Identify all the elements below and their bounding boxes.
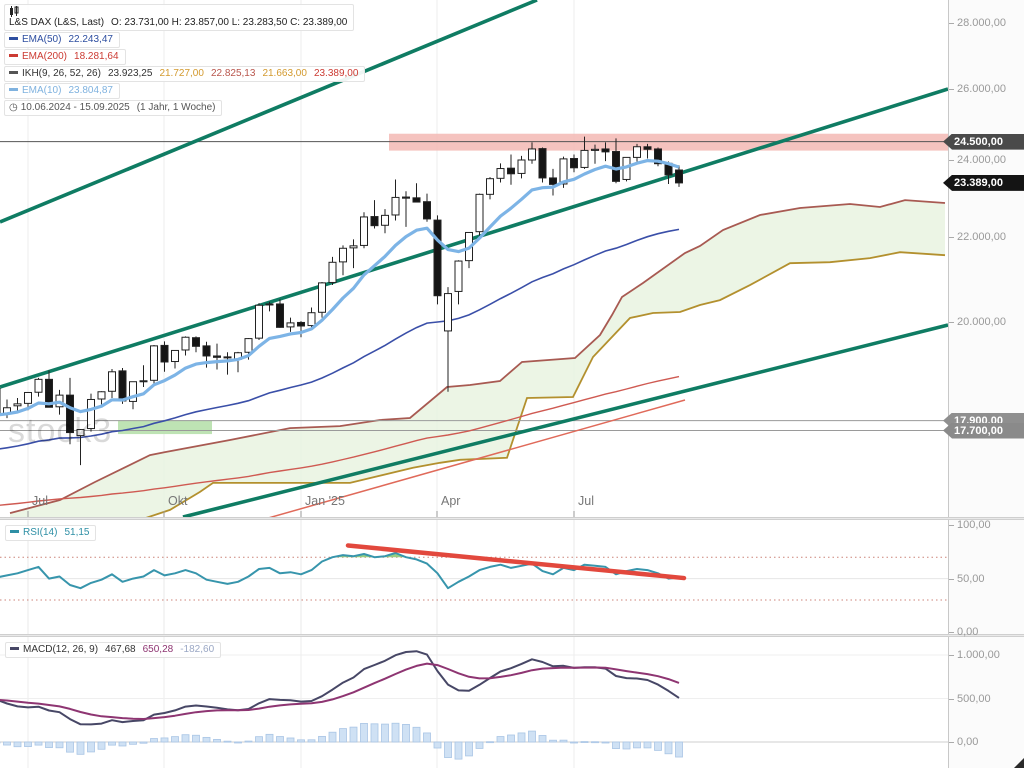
month-label: Jan '25 [305,494,345,508]
ema50-value: 22.243,47 [68,34,113,45]
axis-tick [949,632,954,633]
axis-tick [949,525,954,527]
macd-signal-value: 650,28 [142,644,174,655]
month-label: Jul [32,494,48,508]
axis-tick-label: 0,00 [957,736,979,748]
chart-legend: L&S DAX (L&S, Last) O: 23.731,00 H: 23.8… [4,4,366,117]
legend-ema50[interactable]: EMA(50) 22.243,47 [4,32,120,48]
rsi-panel[interactable]: RSI(14) 51,15 [0,520,948,634]
ichimoku-chikou: 23.389,00 [313,68,359,79]
clock-icon: ◷ [9,102,18,113]
axis-tick [949,742,954,743]
rsi-swatch [10,530,19,533]
ichimoku-swatch [9,71,18,74]
axis-tick-label: 100,00 [957,519,991,532]
price-badge: 24.500,00 [943,133,1024,150]
month-label: Jul [578,494,594,508]
axis-tick [949,159,954,161]
macd-legend[interactable]: MACD(12, 26, 9) 467,68 650,28 -182,60 [5,642,222,659]
axis-tick-label: 1.000,00 [957,649,1000,661]
macd-label: MACD(12, 26, 9) [23,644,99,655]
rsi-value: 51,15 [64,527,90,538]
price-chart-panel[interactable]: stock3 Jul Okt Jan '25 Apr Jul L&S DAX (L&S,… [0,0,948,517]
axis-tick-label: 26.000,00 [957,82,1006,95]
legend-ema200[interactable]: EMA(200) 18.281,64 [4,49,126,65]
axis-tick-label: 50,00 [957,572,985,585]
macd-chart-svg[interactable] [0,637,948,768]
resize-corner-handle[interactable] [1014,758,1024,768]
daterange-detail: (1 Jahr, 1 Woche) [136,102,216,113]
ema200-swatch [9,54,18,57]
axis-tick-label: 22.000,00 [957,231,1006,244]
price-badge: 17.700,00 [943,422,1024,439]
ema50-label: EMA(50) [22,34,62,45]
price-badge: 23.389,00 [943,174,1024,191]
macd-value: 467,68 [105,644,136,655]
panel-separator[interactable] [0,517,1024,520]
macd-panel[interactable]: MACD(12, 26, 9) 467,68 650,28 -182,60 [0,637,948,768]
daterange-value: 10.06.2024 - 15.09.2025 [20,102,130,113]
axis-tick [949,88,954,90]
ichimoku-senkou-b: 21.663,00 [262,68,307,79]
axis-tick-label: 28.000,00 [957,17,1006,29]
macd-axis[interactable]: 1.000,00 500,00 0,00 [948,637,1024,768]
price-axis[interactable]: 28.000,00 26.000,00 24.000,00 22.000,00 20.0… [943,0,1024,517]
ichimoku-tenkan: 23.923,25 [107,68,153,79]
axis-tick [949,578,954,580]
legend-daterange[interactable]: ◷ 10.06.2024 - 15.09.2025 (1 Jahr, 1 Woc… [4,100,223,116]
rsi-axis[interactable]: 100,00 50,00 0,00 [948,519,1024,638]
legend-ema10[interactable]: EMA(10) 23.804,87 [4,83,120,99]
month-label: Okt [168,494,188,508]
ema10-value: 23.804,87 [68,85,113,96]
macd-swatch [10,647,19,650]
watermark: stock3 [8,412,113,450]
candlestick-icon [9,6,347,17]
axis-tick-label: 24.000,00 [957,153,1006,166]
axis-tick [949,237,954,239]
axis-tick [949,322,954,323]
axis-tick [949,655,954,656]
rsi-chart-svg[interactable] [0,520,948,634]
axis-tick-label: 500,00 [957,692,991,705]
ichimoku-label: IKH(9, 26, 52, 26) [22,68,101,79]
instrument-title: L&S DAX (L&S, Last) [9,17,105,28]
rsi-label: RSI(14) [23,527,58,538]
ichimoku-senkou-a: 22.825,13 [210,68,256,79]
axis-tick-label: 20.000,00 [957,316,1006,328]
axis-tick [949,23,954,24]
ema50-swatch [9,37,18,40]
legend-ichimoku[interactable]: IKH(9, 26, 52, 26) 23.923,25 21.727,00 2… [4,66,366,82]
legend-instrument[interactable]: L&S DAX (L&S, Last) O: 23.731,00 H: 23.8… [4,4,355,31]
ichimoku-kijun: 21.727,00 [159,68,204,79]
axis-tick [949,698,954,700]
ema10-label: EMA(10) [22,85,62,96]
rsi-legend[interactable]: RSI(14) 51,15 [5,525,97,542]
macd-hist-value: -182,60 [180,644,215,655]
panel-separator[interactable] [0,634,1024,637]
instrument-ohlc: O: 23.731,00 H: 23.857,00 L: 23.283,50 C… [111,17,348,28]
ema200-value: 18.281,64 [74,51,119,62]
price-chart-svg[interactable] [0,0,948,517]
axis-tick-label: 0,00 [957,626,979,638]
ema200-label: EMA(200) [22,51,68,62]
month-label: Apr [441,494,461,508]
ema10-swatch [9,88,18,91]
